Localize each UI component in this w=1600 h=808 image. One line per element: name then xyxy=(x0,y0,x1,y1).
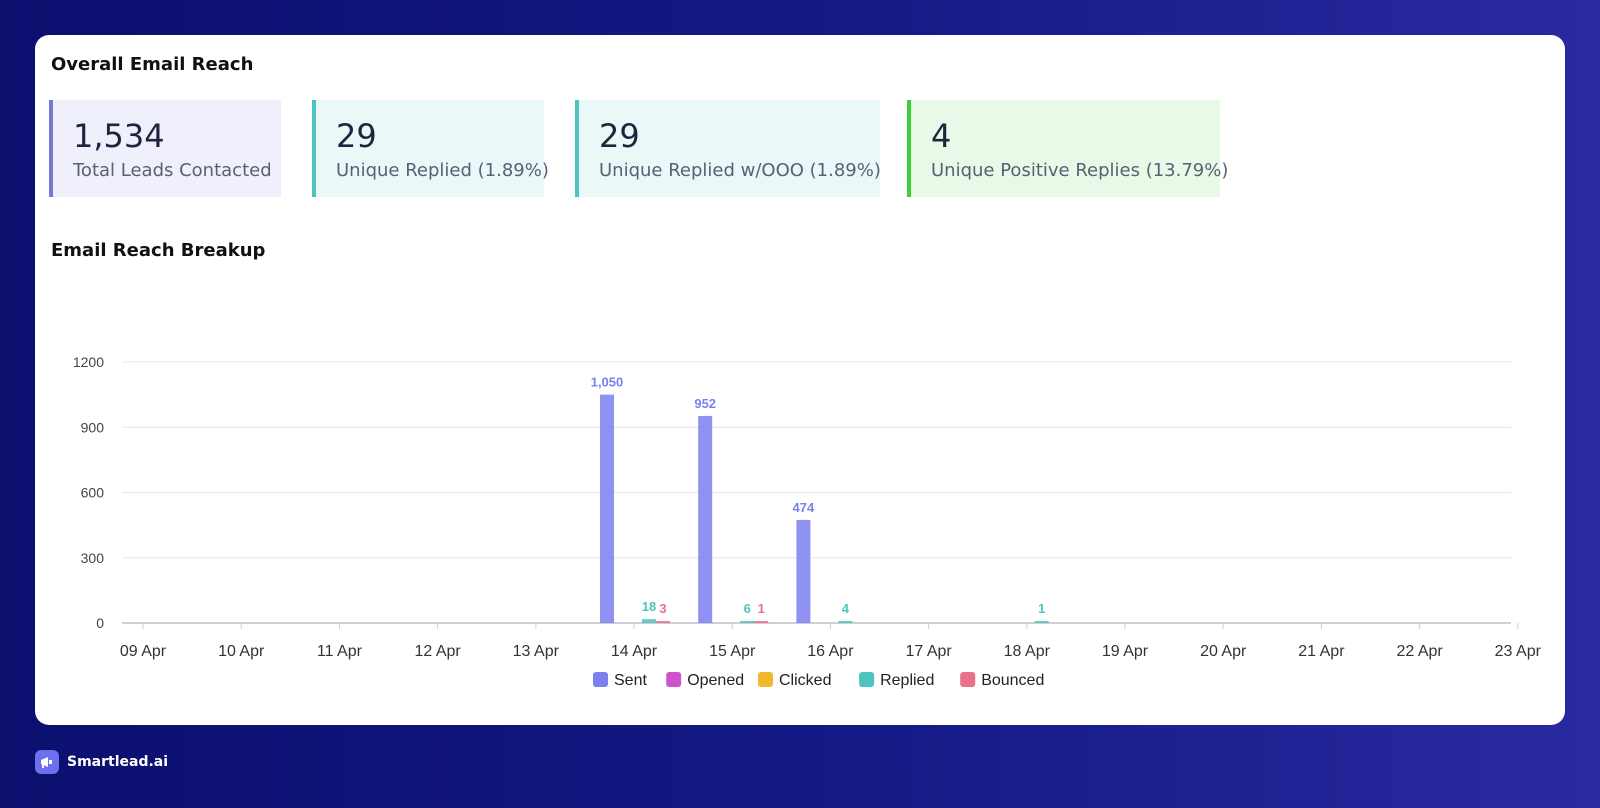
legend-label: Clicked xyxy=(779,672,831,689)
stat-value: 1,534 xyxy=(73,117,165,155)
bar-replied xyxy=(1034,621,1049,623)
legend-swatch xyxy=(960,672,976,687)
x-tick-label: 21 Apr xyxy=(1298,643,1345,660)
x-tick-label: 15 Apr xyxy=(709,643,756,660)
x-tick-label: 22 Apr xyxy=(1396,643,1443,660)
legend-label: Sent xyxy=(614,672,647,689)
stat-label: Total Leads Contacted xyxy=(73,160,272,181)
x-tick-label: 13 Apr xyxy=(513,643,560,660)
legend-label: Replied xyxy=(880,672,934,689)
stat-positive-replies: 4 Unique Positive Replies (13.79%) xyxy=(907,100,1229,197)
footer-brand: Smartlead.ai xyxy=(35,750,168,774)
stat-unique-replied: 29 Unique Replied (1.89%) xyxy=(312,100,549,197)
data-label: 1,050 xyxy=(591,375,624,390)
stat-total-leads: 1,534 Total Leads Contacted xyxy=(49,100,281,197)
legend-item-opened: Opened xyxy=(666,672,744,689)
y-tick-label: 300 xyxy=(81,550,105,566)
x-tick-label: 17 Apr xyxy=(905,643,952,660)
legend-label: Opened xyxy=(687,672,744,689)
stat-label: Unique Replied (1.89%) xyxy=(336,160,549,181)
email-reach-chart: 0 300 600 900 1200 09 Apr 10 Apr 11 Apr 12 Apr 13… xyxy=(35,285,1565,719)
legend-swatch xyxy=(758,672,773,687)
data-label: 6 xyxy=(744,601,751,616)
bar-bounced xyxy=(656,621,670,623)
stat-label: Unique Replied w/OOO (1.89%) xyxy=(599,160,881,181)
legend-item-clicked: Clicked xyxy=(758,672,831,689)
legend-label: Bounced xyxy=(981,672,1044,689)
bar-replied xyxy=(740,621,755,623)
data-label: 3 xyxy=(659,601,666,616)
legend-swatch xyxy=(666,672,682,687)
data-label: 1 xyxy=(758,601,765,616)
data-label: 1 xyxy=(1038,601,1045,616)
data-label: 18 xyxy=(642,599,656,614)
x-tick-label: 20 Apr xyxy=(1200,643,1247,660)
x-tick-label: 10 Apr xyxy=(218,643,265,660)
bar-replied xyxy=(838,621,853,623)
y-tick-label: 0 xyxy=(96,615,104,631)
bar-sent xyxy=(796,519,811,623)
x-tick-label: 16 Apr xyxy=(807,643,854,660)
x-tick-label: 23 Apr xyxy=(1495,643,1542,660)
megaphone-icon xyxy=(35,750,59,774)
bar-sent xyxy=(698,415,713,623)
x-tick-label: 14 Apr xyxy=(611,643,658,660)
data-label: 4 xyxy=(842,601,850,616)
stat-unique-replied-ooo: 29 Unique Replied w/OOO (1.89%) xyxy=(575,100,881,197)
stat-value: 29 xyxy=(336,117,377,155)
y-tick-label: 600 xyxy=(81,485,105,501)
overall-email-reach-title: Overall Email Reach xyxy=(51,54,254,75)
bar-replied xyxy=(642,619,656,623)
x-tick-label: 19 Apr xyxy=(1102,643,1149,660)
legend-item-replied: Replied xyxy=(859,672,934,689)
email-reach-card: Overall Email Reach 1,534 Total Leads Co… xyxy=(35,35,1565,725)
stat-value: 4 xyxy=(931,117,952,155)
legend-swatch xyxy=(859,672,875,687)
x-tick-label: 18 Apr xyxy=(1004,643,1051,660)
x-tick-label: 11 Apr xyxy=(317,643,363,660)
y-tick-label: 900 xyxy=(81,419,105,435)
x-tick-label: 12 Apr xyxy=(414,643,461,660)
data-label: 474 xyxy=(793,500,815,515)
stat-value: 29 xyxy=(599,117,640,155)
legend-item-bounced: Bounced xyxy=(960,672,1044,689)
y-tick-label: 1200 xyxy=(73,354,104,370)
x-tick-label: 09 Apr xyxy=(120,643,167,660)
legend-swatch xyxy=(593,672,608,687)
data-label: 952 xyxy=(694,396,716,411)
bar-sent xyxy=(600,394,614,623)
email-reach-breakup-title: Email Reach Breakup xyxy=(51,240,266,261)
stat-label: Unique Positive Replies (13.79%) xyxy=(931,160,1229,181)
legend-item-sent: Sent xyxy=(593,672,647,689)
bar-bounced xyxy=(754,621,769,623)
brand-name: Smartlead.ai xyxy=(67,754,169,770)
